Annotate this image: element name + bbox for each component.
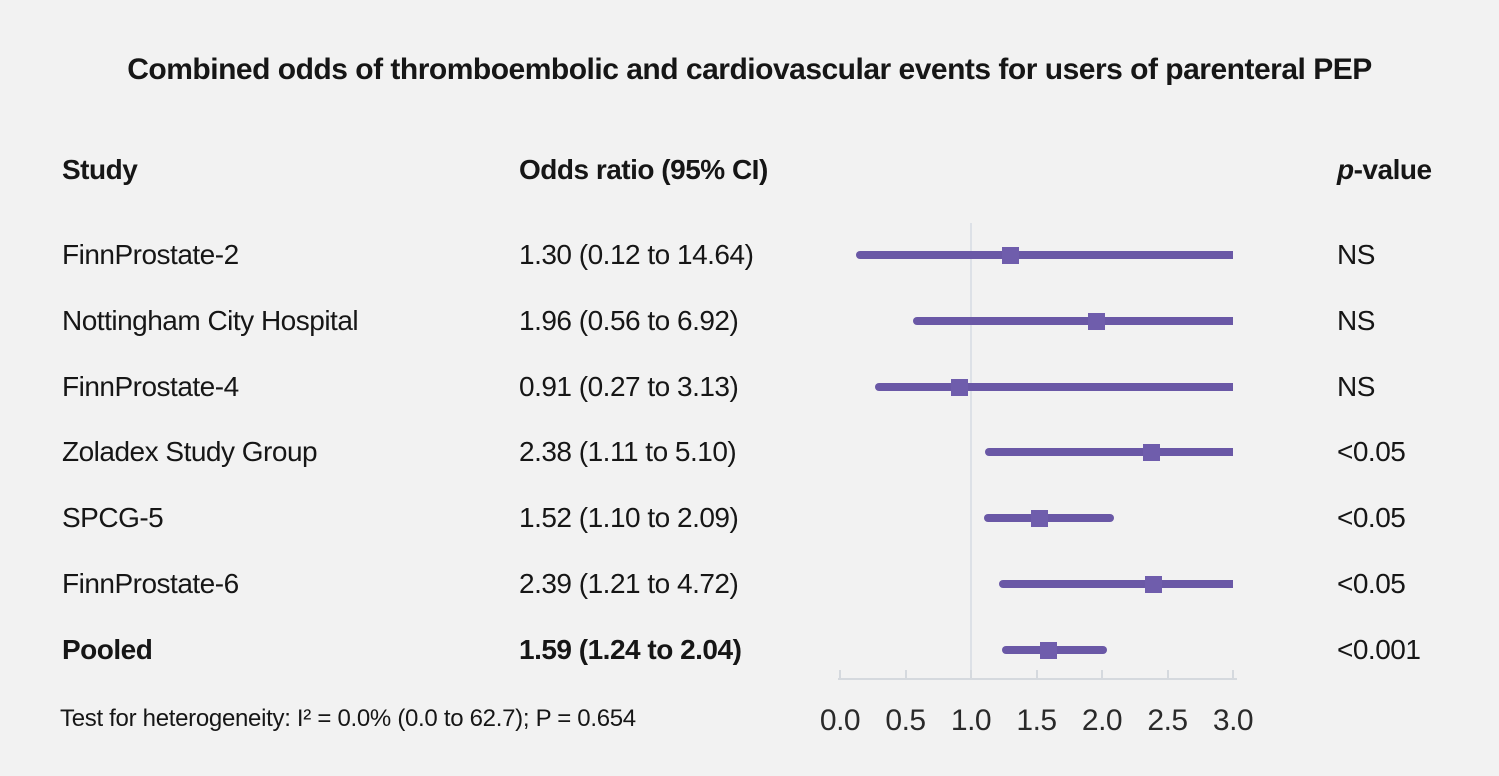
p-value: <0.001 — [1337, 634, 1421, 665]
axis-tick — [970, 670, 972, 678]
axis-tick-label: 1.5 — [1016, 704, 1057, 737]
or-marker — [1144, 575, 1162, 593]
odds-ratio-value: 0.91 (0.27 to 3.13) — [519, 371, 739, 402]
or-marker — [950, 378, 968, 396]
axis-tick — [1101, 670, 1103, 678]
study-label: Zoladex Study Group — [62, 436, 318, 467]
study-label: SPCG-5 — [62, 502, 164, 533]
p-value: <0.05 — [1337, 568, 1406, 599]
axis-tick — [1035, 670, 1038, 678]
p-value: NS — [1337, 239, 1375, 270]
reference-line — [970, 223, 972, 680]
ci-line — [984, 514, 1114, 522]
column-header-p-value: p-value — [1337, 154, 1432, 186]
axis-tick-label: 0.5 — [885, 704, 926, 737]
axis-tick — [839, 670, 841, 678]
study-label: FinnProstate-2 — [62, 239, 239, 270]
odds-ratio-value: 2.38 (1.11 to 5.10) — [519, 436, 737, 467]
chart-title: Combined odds of thromboembolic and card… — [127, 53, 1372, 86]
or-marker — [1030, 509, 1048, 527]
heterogeneity-footnote: Test for heterogeneity: I² = 0.0% (0.0 t… — [60, 705, 636, 732]
p-value-rest: -value — [1353, 154, 1432, 185]
odds-ratio-value: 1.52 (1.10 to 2.09) — [519, 502, 739, 533]
or-marker — [1001, 246, 1019, 264]
ci-line — [855, 251, 1233, 259]
axis-tick-label: 3.0 — [1212, 704, 1254, 737]
axis-tick — [1232, 670, 1234, 678]
ci-line — [875, 383, 1233, 391]
p-value: NS — [1337, 305, 1375, 336]
odds-ratio-value: 2.39 (1.21 to 4.72) — [519, 568, 739, 599]
odds-ratio-value: 1.96 (0.56 to 6.92) — [519, 305, 739, 336]
p-value: <0.05 — [1337, 502, 1406, 533]
axis-line — [838, 678, 1237, 680]
p-value: NS — [1337, 371, 1375, 402]
study-label: Pooled — [62, 634, 153, 665]
axis-tick-label: 0.0 — [819, 704, 861, 737]
column-header-odds-ratio: Odds ratio (95% CI) — [519, 154, 768, 185]
odds-ratio-value: 1.59 (1.24 to 2.04) — [519, 634, 742, 665]
p-value-italic-p: p — [1337, 154, 1354, 185]
column-header-study: Study — [62, 154, 138, 185]
axis-tick-label: 2.5 — [1147, 704, 1188, 737]
ci-line — [985, 448, 1233, 456]
ci-line — [913, 317, 1233, 325]
or-marker — [1143, 443, 1161, 461]
study-label: FinnProstate-6 — [62, 568, 239, 599]
or-marker — [1088, 312, 1106, 330]
p-value: <0.05 — [1337, 436, 1406, 467]
axis-tick — [1166, 670, 1169, 678]
odds-ratio-value: 1.30 (0.12 to 14.64) — [519, 239, 754, 270]
or-marker — [1039, 641, 1057, 659]
study-label: Nottingham City Hospital — [62, 305, 359, 336]
axis-tick-label: 2.0 — [1081, 704, 1123, 737]
axis-tick — [904, 670, 907, 678]
axis-tick-label: 1.0 — [950, 704, 992, 737]
ci-line — [998, 580, 1233, 588]
study-label: FinnProstate-4 — [62, 371, 239, 402]
